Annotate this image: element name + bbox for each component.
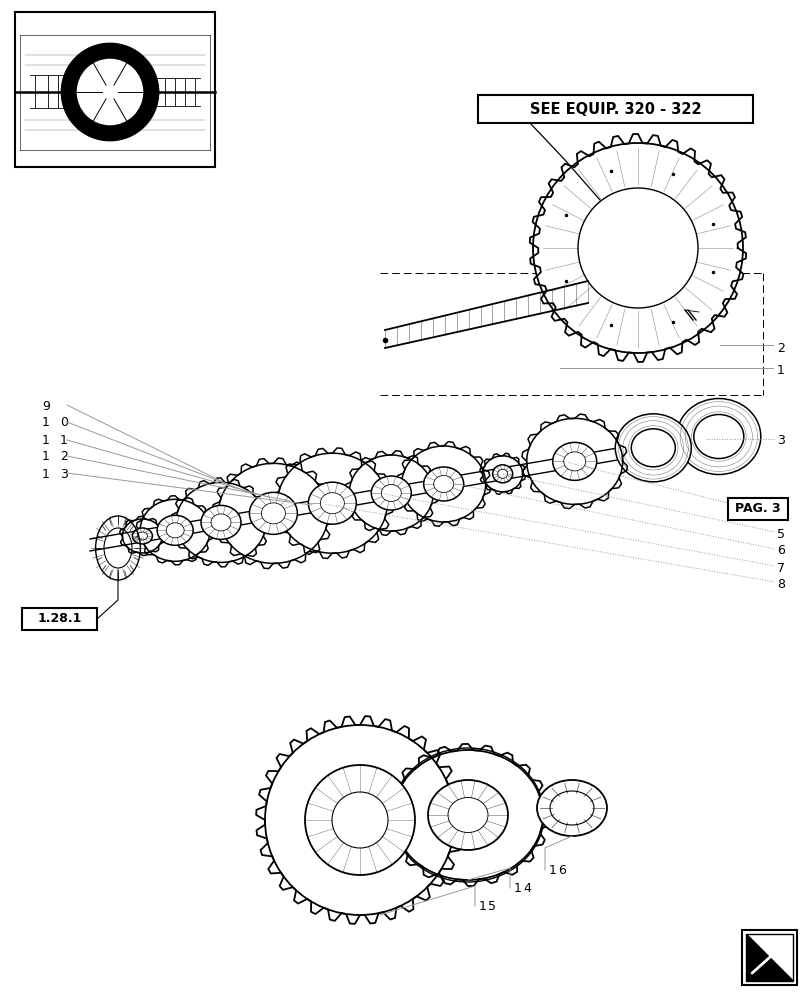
Text: 2: 2 — [776, 342, 784, 355]
Text: 1.28.1: 1.28.1 — [37, 612, 82, 626]
Bar — [15, 12, 215, 167]
Polygon shape — [255, 716, 463, 924]
Text: SEE EQUIP. 320 - 322: SEE EQUIP. 320 - 322 — [529, 102, 701, 116]
Text: 3: 3 — [776, 434, 784, 447]
Text: 8: 8 — [776, 578, 784, 590]
Circle shape — [577, 188, 697, 308]
Ellipse shape — [132, 528, 152, 544]
Text: 1: 1 — [478, 900, 487, 914]
Text: 7: 7 — [776, 562, 784, 574]
Ellipse shape — [249, 492, 297, 534]
Ellipse shape — [201, 505, 241, 539]
Text: 1: 1 — [60, 434, 68, 448]
Ellipse shape — [427, 780, 508, 850]
Text: 1: 1 — [42, 434, 50, 448]
Bar — [22, 608, 97, 630]
Text: 1: 1 — [513, 882, 521, 896]
Text: 4: 4 — [522, 882, 530, 896]
Bar — [727, 498, 787, 520]
Text: 1: 1 — [42, 468, 50, 481]
Ellipse shape — [371, 476, 411, 510]
Text: 6: 6 — [557, 864, 565, 878]
Bar — [741, 930, 796, 985]
Text: 4: 4 — [776, 510, 784, 524]
Text: 6: 6 — [776, 544, 784, 558]
Circle shape — [305, 765, 414, 875]
Ellipse shape — [157, 515, 193, 545]
Text: 2: 2 — [60, 450, 68, 464]
Text: 1: 1 — [776, 364, 784, 377]
Text: 1: 1 — [42, 450, 50, 464]
Text: 1: 1 — [42, 416, 50, 430]
Ellipse shape — [536, 780, 607, 836]
Text: 5: 5 — [487, 900, 496, 914]
Text: 5: 5 — [776, 528, 784, 540]
Text: 9: 9 — [42, 399, 50, 412]
Circle shape — [62, 44, 158, 140]
Text: 1: 1 — [548, 864, 556, 878]
Ellipse shape — [492, 465, 512, 483]
Text: PAG. 3: PAG. 3 — [734, 502, 780, 516]
Ellipse shape — [423, 467, 463, 501]
Text: 0: 0 — [60, 416, 68, 430]
Ellipse shape — [676, 399, 760, 475]
Text: 3: 3 — [60, 468, 68, 481]
Bar — [478, 95, 752, 123]
Circle shape — [532, 143, 742, 353]
Ellipse shape — [615, 414, 690, 482]
Circle shape — [76, 58, 144, 126]
Ellipse shape — [552, 442, 596, 480]
Ellipse shape — [308, 482, 356, 524]
Polygon shape — [745, 934, 792, 981]
Polygon shape — [745, 934, 792, 981]
